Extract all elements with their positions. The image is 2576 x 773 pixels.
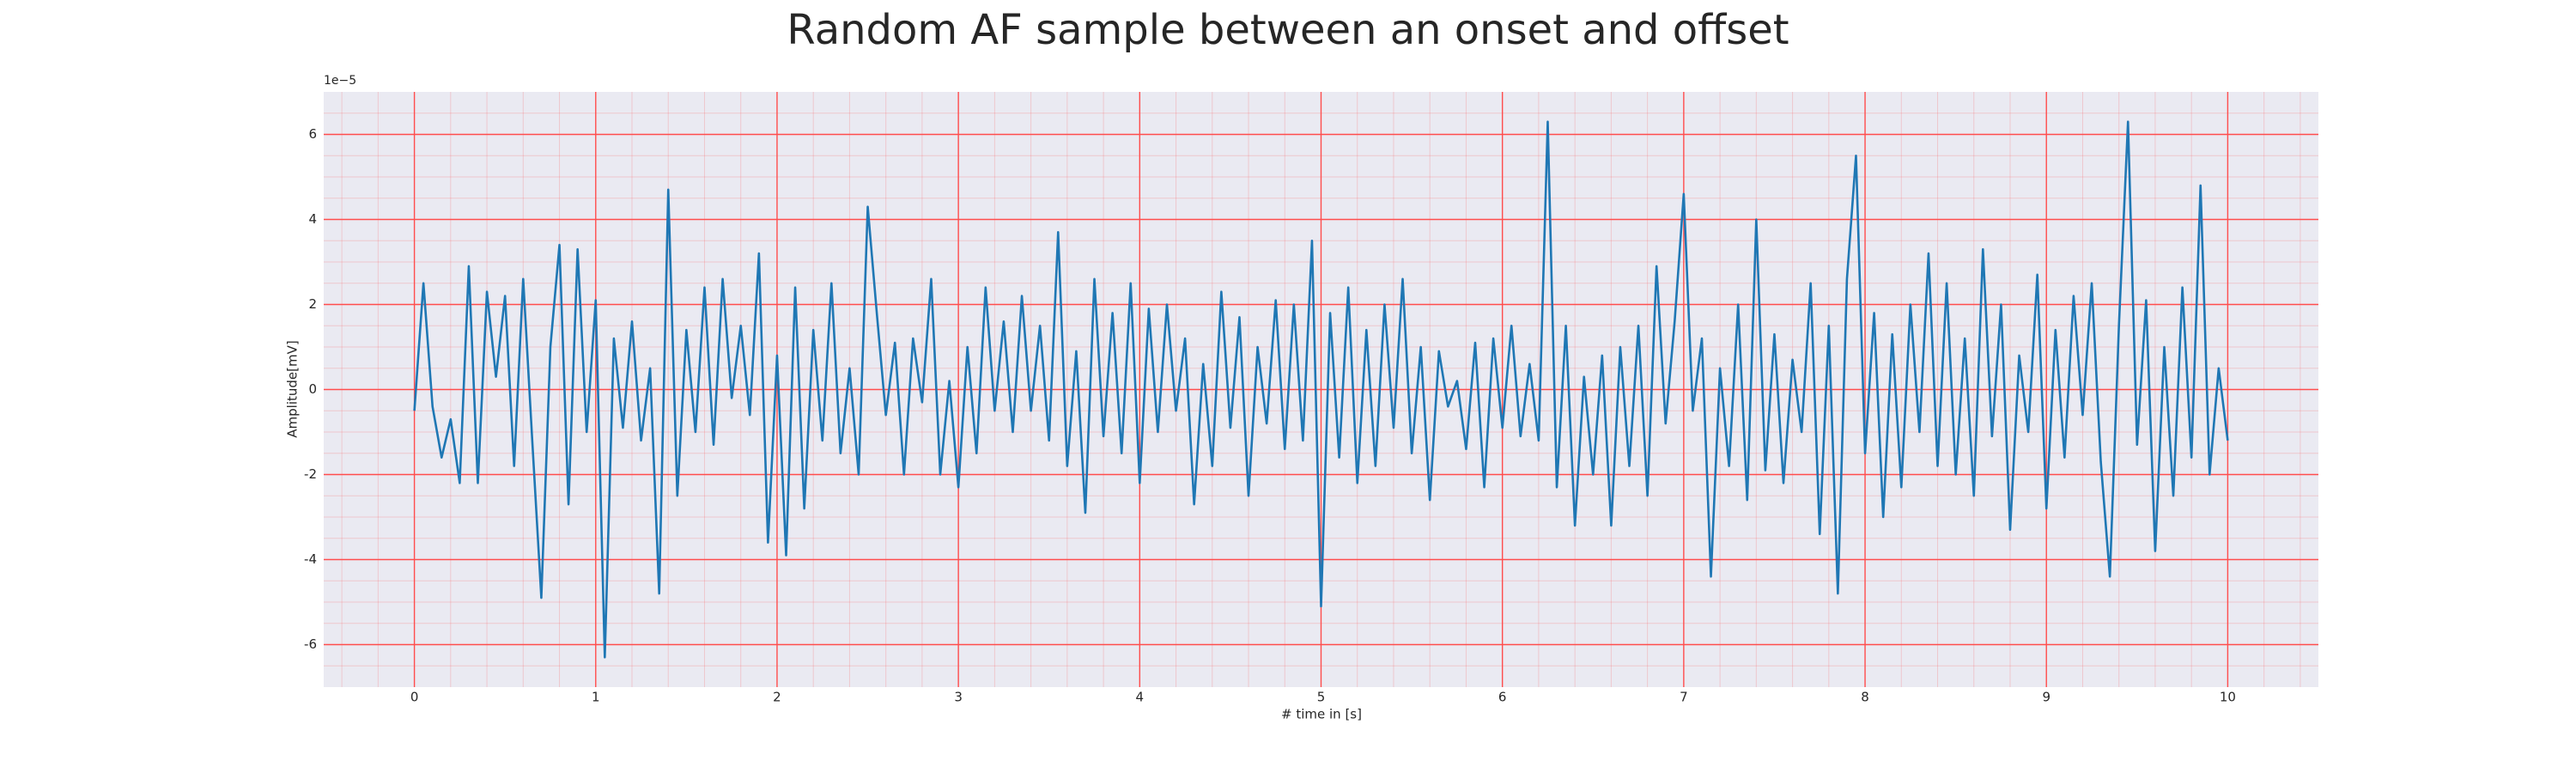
x-tick-label: 2 bbox=[773, 690, 781, 705]
x-tick-label: 3 bbox=[954, 690, 963, 705]
y-tick-label: -4 bbox=[304, 551, 317, 567]
x-axis-label: # time in [s] bbox=[1281, 707, 1362, 722]
x-tick-label: 8 bbox=[1861, 690, 1869, 705]
y-tick-label: 4 bbox=[308, 211, 317, 227]
y-offset-label: 1e−5 bbox=[324, 74, 356, 88]
y-tick-label: 0 bbox=[308, 381, 317, 397]
x-tick-label: 1 bbox=[592, 690, 600, 705]
data-line bbox=[413, 120, 2229, 659]
x-tick-label: 0 bbox=[410, 690, 419, 705]
x-tick-label: 4 bbox=[1136, 690, 1145, 705]
plot-area bbox=[324, 92, 2318, 687]
x-tick-label: 9 bbox=[2042, 690, 2050, 705]
y-tick-label: 2 bbox=[308, 296, 317, 312]
x-tick-label: 5 bbox=[1317, 690, 1326, 705]
y-tick-label: -6 bbox=[304, 636, 317, 652]
x-tick-label: 7 bbox=[1680, 690, 1688, 705]
x-tick-label: 6 bbox=[1498, 690, 1507, 705]
y-tick-label: 6 bbox=[308, 126, 317, 142]
y-tick-label: -2 bbox=[304, 466, 317, 482]
x-tick-label: 10 bbox=[2220, 690, 2236, 705]
y-axis-label: Amplitude[mV] bbox=[285, 340, 301, 437]
chart-title: Random AF sample between an onset and of… bbox=[787, 6, 1789, 54]
